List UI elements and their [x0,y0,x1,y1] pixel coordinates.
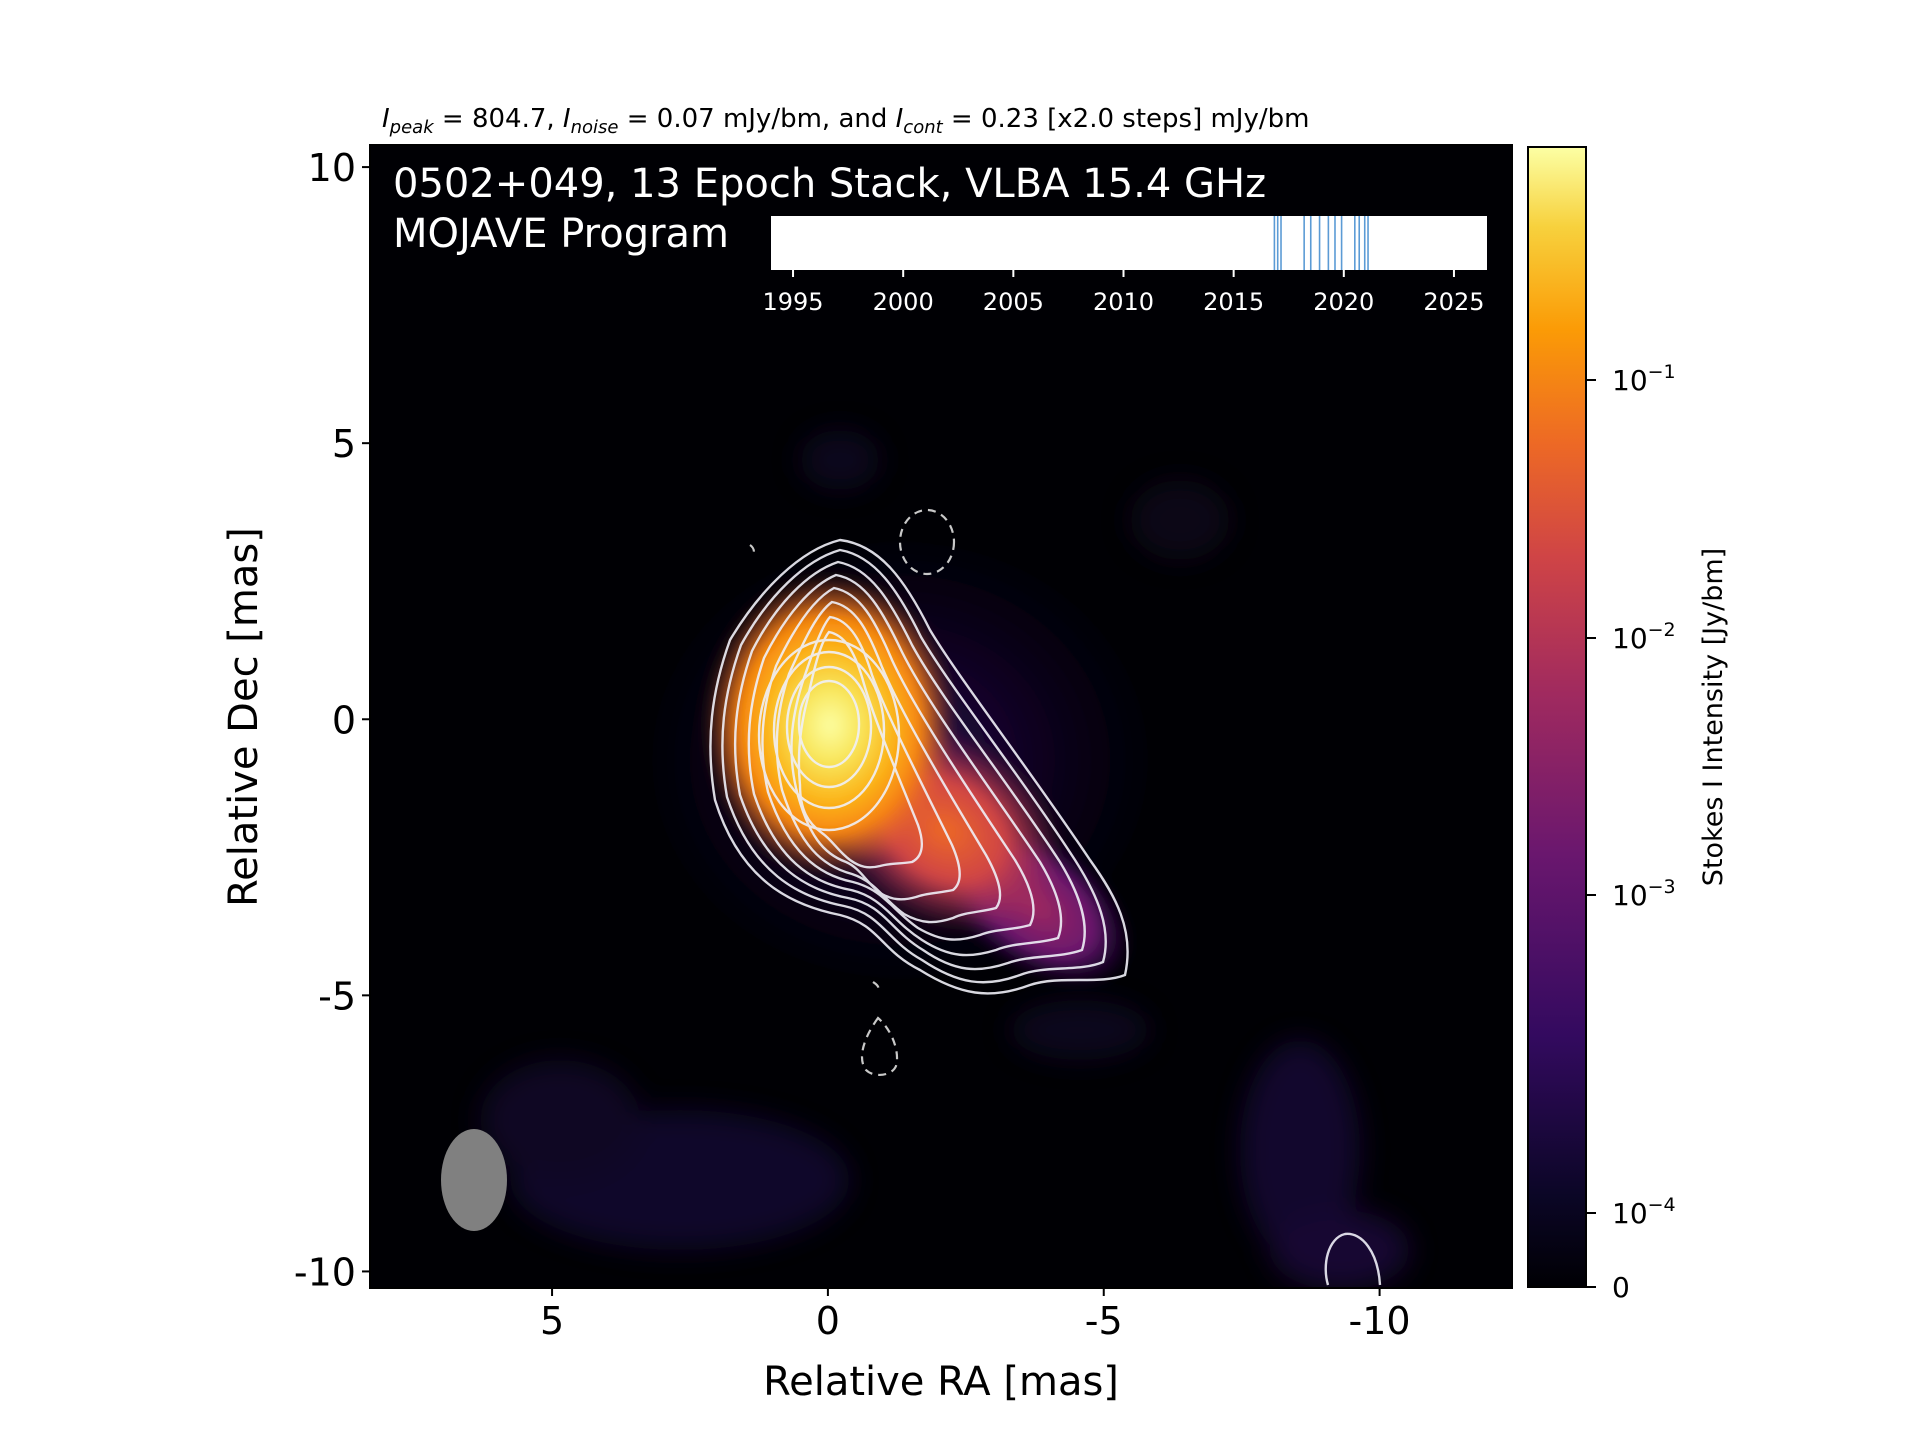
negative-contours [749,508,956,1076]
y-tick-label: 5 [332,422,356,466]
timeline-box [771,216,1487,270]
x-tick-label: 0 [816,1299,840,1343]
plot-frame [369,144,1513,1289]
y-axis-ticks: 10 5 0 -5 -10 [294,146,370,1294]
epoch-timeline: 1995 2000 2005 2010 2015 2020 2025 [762,216,1487,316]
negative-contour-4 [749,544,756,557]
map-title-line1: 0502+049, 13 Epoch Stack, VLBA 15.4 GHz [393,161,1266,207]
x-tick-label: -5 [1085,1299,1123,1343]
x-tick-label: 5 [540,1299,564,1343]
timeline-ticks: 1995 2000 2005 2010 2015 2020 2025 [762,270,1484,316]
x-axis-label: Relative RA [mas] [763,1359,1119,1405]
contour-level-6 [775,600,1002,924]
x-axis-ticks: 5 0 -5 -10 [540,1288,1411,1343]
y-axis-label: Relative Dec [mas] [221,527,267,907]
colorbar-ticks: 10−1 10−2 10−3 10−4 0 [1586,361,1676,1304]
contour-level-4 [747,573,1063,957]
contour-level-7 [790,615,961,901]
timeline-tick-label: 2020 [1313,288,1374,316]
x-tick-label: -10 [1349,1299,1411,1343]
colorbar-frame [1527,146,1587,1288]
colorbar-gradient [1528,147,1586,1287]
colorbar-tick-label: 10−2 [1612,619,1676,655]
timeline-tick-label: 2015 [1203,288,1264,316]
negative-contour-2 [860,1016,899,1076]
beam-ellipse [441,1129,507,1231]
y-tick-label: 0 [332,698,356,742]
contour-level-1 [709,538,1129,995]
contour-blob-lower-right [1324,1232,1382,1286]
timeline-tick-label: 2010 [1093,288,1154,316]
colorbar-tick-label: 10−1 [1612,361,1676,397]
negative-contour-3 [872,981,880,993]
positive-contours [709,538,1382,1286]
colorbar-tick-label: 0 [1612,1271,1630,1304]
timeline-tick-label: 2025 [1423,288,1484,316]
colorbar-tick-label: 10−4 [1612,1194,1676,1230]
map-title-line2: MOJAVE Program [393,211,729,257]
timeline-tick-label: 2000 [873,288,934,316]
timeline-tick-label: 1995 [762,288,823,316]
contour-level-10 [772,650,886,810]
intensity-map [370,145,1512,1288]
contour-level-3 [733,560,1086,971]
y-tick-label: 10 [308,146,356,190]
y-tick-label: -10 [294,1250,356,1294]
y-tick-label: -5 [318,974,356,1018]
epoch-lines [1273,216,1369,270]
timeline-tick-label: 2005 [983,288,1044,316]
contour-level-2 [721,548,1107,984]
noise-patches [480,430,1410,1288]
contour-level-12 [797,679,861,769]
colorbar: 10−1 10−2 10−3 10−4 0 Stokes I Intensity [Jy… [1527,146,1729,1304]
colorbar-label: Stokes I Intensity [Jy/bm] [1698,548,1729,886]
contour-level-9 [757,638,901,832]
negative-contour-1 [898,508,956,576]
contour-level-5 [761,586,1035,941]
caption: Ipeak = 804.7, Inoise = 0.07 mJy/bm, and… [382,104,1309,138]
contour-level-11 [785,665,873,789]
colorbar-tick-label: 10−3 [1612,876,1676,912]
